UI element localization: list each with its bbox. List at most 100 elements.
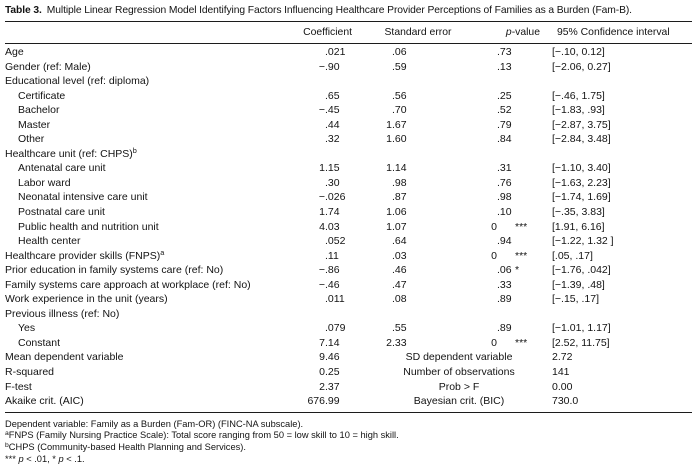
standard-error-value	[347, 147, 413, 162]
p-value-italic-letter: p	[505, 27, 512, 38]
coefficient-value-int: −	[318, 60, 325, 73]
p-value-frac: .89	[497, 322, 512, 335]
column-header-standard-error: Standard error	[384, 27, 452, 38]
row-label-text: Yes	[18, 322, 36, 335]
p-value-frac: .98	[497, 191, 512, 204]
coefficient-value-int	[280, 147, 325, 162]
coefficient-value-int: −	[318, 278, 325, 291]
table-footnotes: Dependent variable: Family as a Burden (…	[5, 419, 692, 466]
standard-error-value: 1.14	[347, 161, 413, 176]
coefficient-value-int: 1	[319, 206, 325, 219]
standard-error-value-int	[347, 278, 392, 293]
summary-right-label: Number of observations	[403, 366, 515, 379]
p-value: .73	[413, 45, 515, 60]
p-value-int	[413, 89, 497, 104]
p-value-int	[413, 161, 497, 176]
summary-left-value: 676.99	[280, 394, 347, 409]
standard-error-value-int: 2	[386, 336, 392, 349]
row-label-text: Previous illness (ref: No)	[5, 307, 120, 320]
confidence-interval-value: [−1.63, 2.23]	[552, 176, 611, 189]
confidence-interval-value: [−2.06, 0.27]	[552, 60, 611, 73]
summary-right-value: 0.00	[552, 380, 573, 393]
p-value-int	[413, 74, 497, 89]
p-value-int	[413, 132, 497, 147]
coefficient-value-int: −	[318, 264, 325, 277]
standard-error-value: .55	[347, 321, 413, 336]
summary-left-label: Akaike crit. (AIC)	[5, 395, 84, 408]
p-value-frac: .73	[497, 46, 512, 58]
standard-error-value: .08	[347, 292, 413, 307]
standard-error-value-int	[347, 263, 392, 278]
p-value: .76	[413, 176, 515, 191]
p-value: .84	[413, 132, 515, 147]
standard-error-value-frac: .47	[392, 278, 407, 291]
standard-error-value-frac: .46	[392, 264, 407, 277]
coefficient-value: .079	[280, 321, 347, 336]
row-label-text: Healthcare provider skills (FNPS)	[5, 249, 161, 262]
summary-left-label: Mean dependent variable	[5, 351, 124, 364]
row-label: Antenatal care unit	[5, 161, 280, 176]
coefficient-value-frac: .079	[325, 322, 346, 335]
p-value: .33	[413, 278, 515, 293]
coefficient-value-int	[280, 292, 325, 307]
row-label-text: Educational level (ref: diploma)	[5, 75, 150, 88]
confidence-interval-value: [−2.84, 3.48]	[552, 133, 611, 146]
standard-error-value: 1.60	[347, 132, 413, 147]
summary-row: R-squared 0.25 Number of observations 141	[5, 365, 692, 380]
p-value: .94	[413, 234, 515, 249]
table-row: Gender (ref: Male) − .90 .59 .13 [−2.06, 0.27…	[5, 60, 692, 75]
standard-error-value-int	[347, 74, 392, 89]
coefficient-value: 7.14	[280, 336, 347, 351]
p-value: 0 ***	[413, 336, 527, 351]
confidence-interval-value: [−1.74, 1.69]	[552, 191, 611, 204]
table-row: Neonatal intensive care unit − .026 .87 .98 […	[5, 190, 692, 205]
standard-error-value: .47	[347, 278, 413, 293]
row-label-text: Prior education in family systems care (…	[5, 264, 224, 277]
coefficient-value-frac	[325, 307, 347, 322]
standard-error-value: 1.67	[347, 118, 413, 133]
table-row: Yes .079 .55 .89 [−1.01, 1.17]	[5, 321, 692, 336]
p-value-frac	[497, 249, 515, 264]
row-label-text: Labor ward	[18, 176, 71, 189]
footnote-text: CHPS (Community-based Health Planning an…	[8, 442, 246, 453]
row-label-text: Work experience in the unit (years)	[5, 293, 168, 306]
p-value-frac: .33	[497, 278, 512, 291]
confidence-interval-value: [−1.01, 1.17]	[552, 322, 611, 335]
p-value: .06 *	[413, 263, 519, 278]
coefficient-value-frac: .03	[325, 220, 340, 233]
p-value-frac	[497, 220, 515, 235]
table-body: Age .021 .06 .73 [−.10, 0.12] Gender (ref: Ma…	[5, 45, 692, 350]
coefficient-value: .44	[280, 118, 347, 133]
p-value: .89	[413, 321, 515, 336]
standard-error-value-frac: .14	[392, 162, 407, 175]
coefficient-value-int	[280, 89, 325, 104]
coefficient-value	[280, 307, 347, 322]
p-value-int: 0	[491, 220, 497, 233]
summary-row: F-test 2.37 Prob > F 0.00	[5, 380, 692, 395]
coefficient-value-frac: .32	[325, 133, 340, 146]
standard-error-value-frac: .08	[392, 293, 407, 306]
coefficient-value-frac: .45	[325, 104, 340, 117]
coefficient-value: − .45	[280, 103, 347, 118]
row-label: Family systems care approach at workplac…	[5, 278, 280, 293]
row-label: Age	[5, 45, 280, 60]
footnote-marker: a	[160, 248, 165, 257]
coefficient-value-int	[280, 234, 325, 249]
row-label-text: Other	[18, 133, 45, 146]
confidence-interval-value: [−.46, 1.75]	[552, 89, 605, 102]
row-label: Certificate	[5, 89, 280, 104]
coefficient-value-int	[280, 74, 325, 89]
coefficient-value-frac: .90	[325, 60, 340, 73]
row-label: Previous illness (ref: No)	[5, 307, 280, 322]
p-value-frac: .94	[497, 235, 512, 248]
row-label: Other	[5, 132, 280, 147]
standard-error-value-frac: .56	[392, 89, 407, 102]
column-header-confidence-interval: 95% Confidence interval	[557, 27, 670, 38]
footnote: Dependent variable: Family as a Burden (…	[5, 419, 692, 431]
standard-error-value-int: 1	[386, 133, 392, 146]
standard-error-value	[347, 74, 413, 89]
standard-error-value: .59	[347, 60, 413, 75]
confidence-interval-value	[515, 307, 692, 322]
standard-error-value-int	[347, 249, 392, 264]
table-row: Bachelor − .45 .70 .52 [−1.83, .93]	[5, 103, 692, 118]
